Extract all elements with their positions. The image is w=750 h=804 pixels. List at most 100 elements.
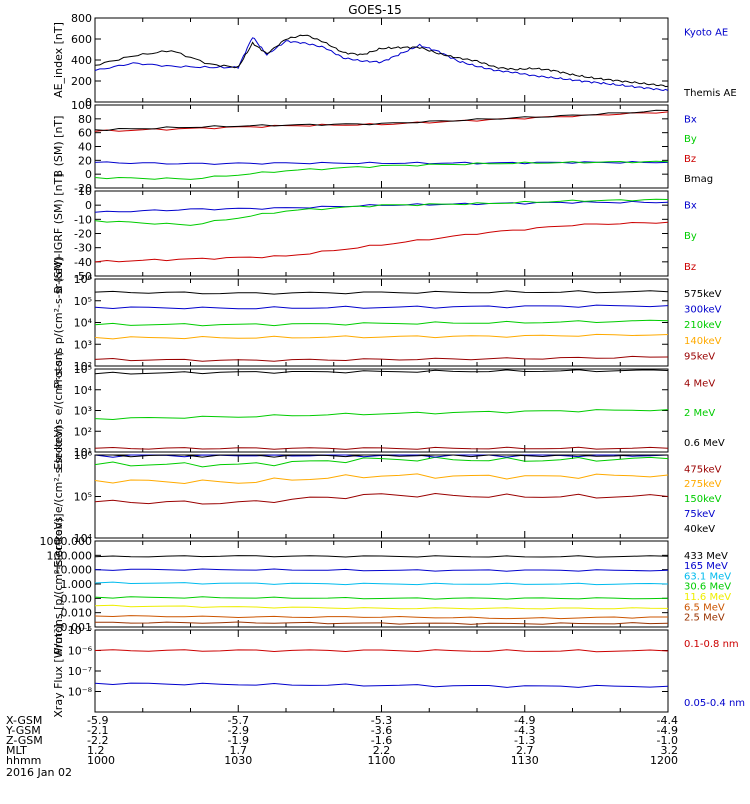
y-axis-label: B (SM) [nT] <box>52 116 65 178</box>
legend-433-mev: 433 MeV <box>684 551 728 562</box>
y-tick-label: 200 <box>71 75 92 88</box>
series-line-575kev <box>94 290 669 295</box>
ephemeris-row-label: hhmm <box>6 754 41 767</box>
y-tick-label: 10⁻⁷ <box>68 665 92 678</box>
legend-4-mev: 4 MeV <box>684 378 715 389</box>
y-axis-label: Xray Flux [W/m²] <box>52 624 65 717</box>
y-tick-label: 10⁶ <box>74 449 93 462</box>
y-tick-label: 1000.000 <box>40 535 93 548</box>
series-line-bmag <box>94 109 669 132</box>
y-tick-label: 10¹ <box>74 446 92 459</box>
date-label: 2016 Jan 02 <box>6 766 72 779</box>
legend-40kev: 40keV <box>684 524 715 535</box>
ephemeris-value: -4.4 <box>657 714 678 727</box>
legend-6-5-mev: 6.5 MeV <box>684 602 725 613</box>
ephemeris-value: 3.2 <box>661 744 679 757</box>
y-axis-label: Protons [p/(cm²-s-sr-keV)] <box>52 513 65 654</box>
panel-frame <box>94 629 669 713</box>
y-tick-label: 100.000 <box>47 549 93 562</box>
series-line-bz <box>94 221 669 263</box>
series-line-0-05-0-4-nm <box>94 682 669 688</box>
y-tick-label: 0 <box>85 168 92 181</box>
y-tick-label: 10⁶ <box>74 273 93 286</box>
ephemeris-value: 2.2 <box>373 744 391 757</box>
series-line-40kev <box>95 454 668 458</box>
legend-11-6-mev: 11.6 MeV <box>684 592 731 603</box>
panel-5: 10⁵ 10⁴ 10³ 10² 10¹ Electrons e/(cm²-s-sr) 4 M… <box>52 351 725 470</box>
legend-bmag: Bmag <box>684 174 713 185</box>
series-line-140kev <box>94 333 669 340</box>
series-line-95kev <box>94 355 669 362</box>
panel-1: 800 600 400 200 0 AE_index [nT] Kyoto AE Themis… <box>52 12 737 109</box>
y-axis-label: Protons p/(cm²-s-sr-keV) <box>52 256 65 389</box>
y-tick-label: 10.000 <box>54 564 93 577</box>
series-line-2-mev <box>94 409 669 421</box>
y-tick-label: -50 <box>74 270 92 283</box>
series-line-4-mev <box>94 446 669 450</box>
y-tick-label: 1.000 <box>61 578 93 591</box>
y-tick-label: -30 <box>74 242 92 255</box>
series-line-by <box>94 160 669 180</box>
y-tick-label: 60 <box>78 127 92 140</box>
y-tick-label: 10⁻⁵ <box>68 624 92 637</box>
plot-title: GOES-15 <box>348 3 402 17</box>
legend-575kev: 575keV <box>684 289 722 300</box>
time-tick-label: 1000 <box>87 754 115 767</box>
series-line-0-1-0-8-nm <box>94 649 669 653</box>
panel-frame <box>94 190 669 277</box>
legend-75kev: 75keV <box>684 509 715 520</box>
y-tick-label: 0.010 <box>61 607 93 620</box>
legend-0-1-0-8-nm: 0.1-0.8 nm <box>684 639 739 650</box>
legend-275kev: 275keV <box>684 479 722 490</box>
y-tick-label: 80 <box>78 113 92 126</box>
panel-frame <box>94 454 669 539</box>
series-line-63-1-mev <box>94 581 669 586</box>
series-line-300kev <box>94 304 669 310</box>
y-tick-label: 100 <box>71 99 92 112</box>
series-line-kyoto-ae <box>94 37 669 92</box>
time-tick-label: 1030 <box>224 754 252 767</box>
y-axis-label: B (SM)-IGRF (SM) [nT] <box>52 173 65 293</box>
y-tick-label: -20 <box>74 182 92 195</box>
ephemeris-value: -5.9 <box>87 714 108 727</box>
series-line-6-5-mev <box>94 615 668 620</box>
ephemeris-value: -5.7 <box>228 714 249 727</box>
series-line-165-mev <box>94 568 669 572</box>
ephemeris-value: -1.6 <box>371 734 392 747</box>
series-line-bx <box>94 160 669 165</box>
y-tick-label: 10³ <box>74 405 92 418</box>
legend-bx: Bx <box>684 114 697 125</box>
series-line-11-6-mev <box>94 604 669 610</box>
ephemeris-row-label: X-GSM <box>6 714 42 727</box>
ephemeris-value: 1.7 <box>230 744 248 757</box>
y-tick-label: 10⁻⁸ <box>68 686 93 699</box>
y-tick-label: 10⁵ <box>74 295 92 308</box>
y-tick-label: 0.001 <box>61 621 93 634</box>
y-tick-label: 10⁵ <box>74 363 92 376</box>
series-line-themis-ae <box>94 34 669 88</box>
y-tick-label: 20 <box>78 154 92 167</box>
legend-by: By <box>684 134 697 145</box>
y-tick-label: 0 <box>85 96 92 109</box>
ephemeris-value: 2.7 <box>516 744 534 757</box>
ephemeris-row-label: MLT <box>6 744 27 757</box>
ephemeris-value: -2.9 <box>228 724 249 737</box>
legend-2-5-mev: 2.5 MeV <box>684 613 725 624</box>
y-tick-label: 10² <box>74 425 92 438</box>
y-tick-label: 0 <box>85 199 92 212</box>
panel-6: 10⁶ 10⁵ 10⁴ Electrons e/(cm²-s-sr-keV) 475ke… <box>52 425 722 567</box>
series-line-2-5-mev <box>95 621 669 625</box>
legend-0-05-0-4-nm: 0.05-0.4 nm <box>684 698 745 709</box>
legend-kyoto-ae: Kyoto AE <box>684 27 728 38</box>
y-axis-label: Electrons e/(cm²-s-sr-keV) <box>52 425 65 567</box>
y-tick-label: 10³ <box>74 338 92 351</box>
legend-95kev: 95keV <box>684 352 715 363</box>
series-line-by <box>94 198 669 226</box>
ephemeris-value: -1.0 <box>657 734 678 747</box>
legend-by: By <box>684 231 697 242</box>
